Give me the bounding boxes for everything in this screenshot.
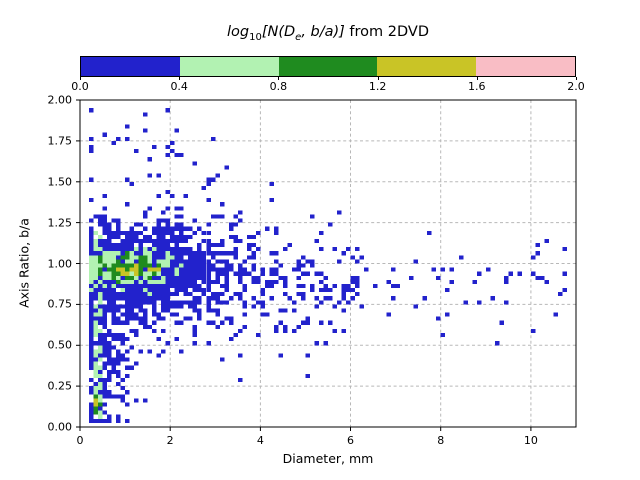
- colorbar-segment-4: [476, 57, 575, 76]
- y-axis-label: Axis Ratio, b/a: [16, 218, 32, 308]
- title-sube: e: [295, 31, 302, 43]
- x-tick-label: 8: [437, 434, 445, 447]
- colorbar-tick-label: 0.0: [71, 80, 89, 93]
- x-tick-label: 10: [523, 434, 538, 447]
- y-tick-label: 2.00: [47, 93, 73, 107]
- colorbar-tick: [179, 77, 181, 80]
- colorbar-segment-1: [179, 57, 279, 76]
- colorbar-segment-0: [81, 57, 180, 76]
- title-suffix: from 2DVD: [344, 24, 430, 40]
- title-log: log: [226, 24, 250, 40]
- x-tick-label: 6: [347, 434, 355, 447]
- colorbar-segment-2: [278, 57, 378, 76]
- colorbar-tick: [576, 77, 577, 80]
- colorbar-tick-label: 0.4: [170, 80, 188, 93]
- colorbar-tick-label: 0.8: [269, 80, 288, 93]
- y-tick-label: 0.50: [47, 338, 73, 352]
- colorbar-tick: [80, 77, 81, 80]
- title-sub10: 10: [249, 31, 262, 43]
- colorbar-tick: [278, 77, 280, 80]
- colorbar-tick-label: 1.6: [468, 80, 486, 93]
- title-close: , b/a)]: [301, 24, 345, 40]
- colorbar-tick: [476, 77, 478, 80]
- y-tick-label: 1.25: [47, 216, 73, 230]
- colorbar-segment-3: [377, 57, 477, 76]
- y-tick-label: 0.75: [47, 297, 73, 311]
- y-tick-label: 1.75: [47, 134, 73, 148]
- y-tick-label: 0.25: [47, 379, 73, 393]
- colorbar-tick-label: 1.2: [368, 80, 387, 93]
- colorbar-tick: [377, 77, 379, 80]
- x-axis-label: Diameter, mm: [282, 451, 374, 466]
- chart-title: log10[N(De, b/a)] from 2DVD: [80, 24, 576, 43]
- colorbar: [80, 56, 576, 77]
- y-tick-label: 1.00: [47, 257, 73, 270]
- y-tick-label: 1.50: [47, 175, 73, 189]
- x-tick-label: 4: [256, 434, 264, 447]
- colorbar-tick-label: 2.0: [567, 80, 585, 93]
- y-tick-label: 0.00: [47, 420, 73, 434]
- title-mid: [N(D: [261, 24, 296, 40]
- x-tick-label: 0: [76, 434, 84, 447]
- x-tick-label: 2: [166, 434, 174, 447]
